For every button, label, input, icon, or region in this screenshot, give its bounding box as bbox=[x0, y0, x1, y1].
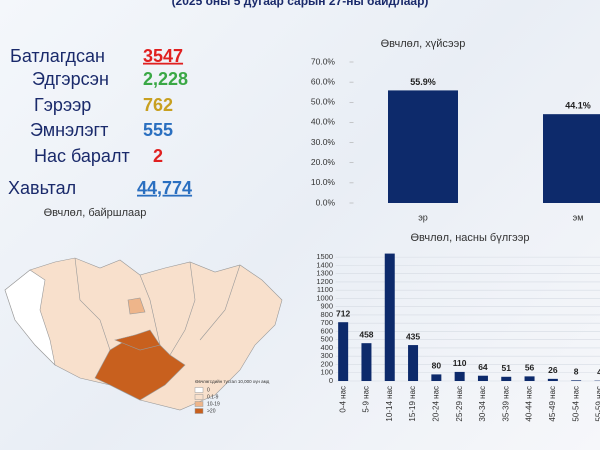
map bbox=[4, 257, 283, 411]
y-tick-label: 10.0% bbox=[311, 177, 336, 187]
stat-value: 555 bbox=[143, 120, 173, 140]
data-label: 458 bbox=[359, 329, 373, 339]
y-tick-label: 20.0% bbox=[311, 157, 336, 167]
y-tick-label: 600 bbox=[320, 326, 333, 335]
map-title: Өвчлөл, байршлаар bbox=[44, 207, 147, 219]
y-tick-label: 50.0% bbox=[311, 97, 336, 107]
legend-title: Өвчлөгсдийн тусгал 10,000 хүн амд bbox=[195, 378, 270, 384]
x-tick-label: 15-19 нас bbox=[408, 386, 417, 422]
x-tick-label: 50-54 нас bbox=[571, 386, 580, 422]
y-tick-label: 1000 bbox=[316, 293, 333, 302]
stat-label: Эмнэлэгт bbox=[30, 120, 108, 140]
x-tick-label: 5-9 нас bbox=[362, 386, 371, 413]
y-tick-label: 1200 bbox=[316, 277, 333, 286]
legend-swatch bbox=[194, 401, 204, 407]
x-tick-label: 0-4 нас bbox=[338, 386, 347, 413]
x-tick-label: эм bbox=[573, 212, 584, 222]
chart-title: Өвчлөл, насны бүлгээр bbox=[410, 232, 529, 244]
x-tick-label: 20-24 нас bbox=[431, 386, 440, 422]
bar bbox=[477, 375, 488, 381]
stat-value: 2,228 bbox=[143, 69, 188, 89]
stat-label: Нас баралт bbox=[34, 146, 130, 166]
bar bbox=[388, 90, 458, 203]
data-label: 8 bbox=[574, 367, 579, 377]
x-tick-label: 45-49 нас bbox=[548, 386, 557, 422]
y-tick-label: 100 bbox=[320, 368, 333, 377]
legend-swatch bbox=[194, 408, 204, 414]
y-tick-label: 1100 bbox=[317, 285, 333, 294]
bar bbox=[431, 374, 442, 381]
bar bbox=[547, 378, 558, 381]
x-tick-label: 10-14 нас bbox=[385, 386, 394, 422]
y-tick-label: 900 bbox=[320, 302, 333, 311]
stat-label: Хавьтал bbox=[8, 178, 76, 198]
stat-label: Эдгэрсэн bbox=[32, 69, 109, 89]
legend-label: 0 bbox=[207, 387, 210, 393]
data-label: 64 bbox=[478, 362, 488, 372]
bar bbox=[524, 376, 535, 381]
x-tick-label: 25-29 нас bbox=[455, 386, 464, 422]
y-tick-label: 60.0% bbox=[311, 76, 336, 86]
legend-swatch bbox=[194, 387, 204, 393]
stat-value: 3547 bbox=[143, 46, 183, 66]
data-label: 26 bbox=[548, 365, 558, 375]
y-tick-label: 1400 bbox=[316, 260, 333, 269]
chart-title: Өвчлөл, хүйсээр bbox=[381, 38, 466, 50]
y-tick-label: 400 bbox=[320, 343, 333, 352]
bar bbox=[454, 371, 465, 381]
x-tick-label: 30-34 нас bbox=[478, 386, 487, 422]
subtitle: (2025 оны 5 дугаар сарын 27-ны байдлаар) bbox=[172, 0, 429, 8]
bar bbox=[384, 253, 395, 381]
data-label: 55.9% bbox=[410, 77, 436, 87]
y-tick-label: 40.0% bbox=[311, 117, 336, 127]
y-tick-label: 300 bbox=[320, 351, 333, 360]
x-tick-label: 35-39 нас bbox=[501, 386, 510, 422]
stat-label: Гэрээр bbox=[34, 95, 91, 115]
data-label: 712 bbox=[336, 308, 350, 318]
data-label: 44.1% bbox=[565, 101, 591, 111]
bar bbox=[408, 345, 419, 381]
data-label: 435 bbox=[406, 331, 420, 341]
x-tick-label: 40-44 нас bbox=[525, 386, 534, 422]
data-label: 4 bbox=[597, 367, 600, 377]
bar bbox=[338, 322, 349, 381]
bar bbox=[361, 343, 372, 381]
y-tick-label: 1300 bbox=[316, 269, 333, 278]
y-tick-label: 30.0% bbox=[311, 137, 336, 147]
legend-swatch bbox=[194, 394, 204, 400]
data-label: 56 bbox=[525, 363, 535, 373]
y-tick-label: 500 bbox=[320, 335, 333, 344]
stat-value: 2 bbox=[153, 146, 163, 166]
legend-label: 10-19 bbox=[207, 401, 220, 407]
stat-value: 762 bbox=[143, 95, 173, 115]
stat-label: Батлагдсан bbox=[10, 46, 105, 66]
data-label: 110 bbox=[453, 358, 467, 368]
y-tick-label: 200 bbox=[320, 359, 333, 368]
data-label: 80 bbox=[432, 361, 442, 371]
bar bbox=[571, 380, 582, 381]
y-tick-label: 1500 bbox=[316, 252, 333, 261]
x-tick-label: эр bbox=[418, 212, 428, 222]
legend-label: >20 bbox=[207, 408, 216, 414]
y-tick-label: 800 bbox=[320, 310, 333, 319]
y-tick-label: 0.0% bbox=[316, 197, 336, 207]
bar bbox=[543, 114, 600, 203]
y-tick-label: 0 bbox=[329, 376, 333, 385]
legend-label: 0.1-9 bbox=[207, 394, 219, 400]
data-label: 51 bbox=[502, 363, 512, 373]
y-tick-label: 70.0% bbox=[311, 56, 336, 66]
stat-value: 44,774 bbox=[137, 178, 192, 198]
bar bbox=[501, 376, 512, 381]
x-tick-label: 55-59 нас bbox=[595, 386, 600, 422]
y-tick-label: 700 bbox=[320, 318, 333, 327]
